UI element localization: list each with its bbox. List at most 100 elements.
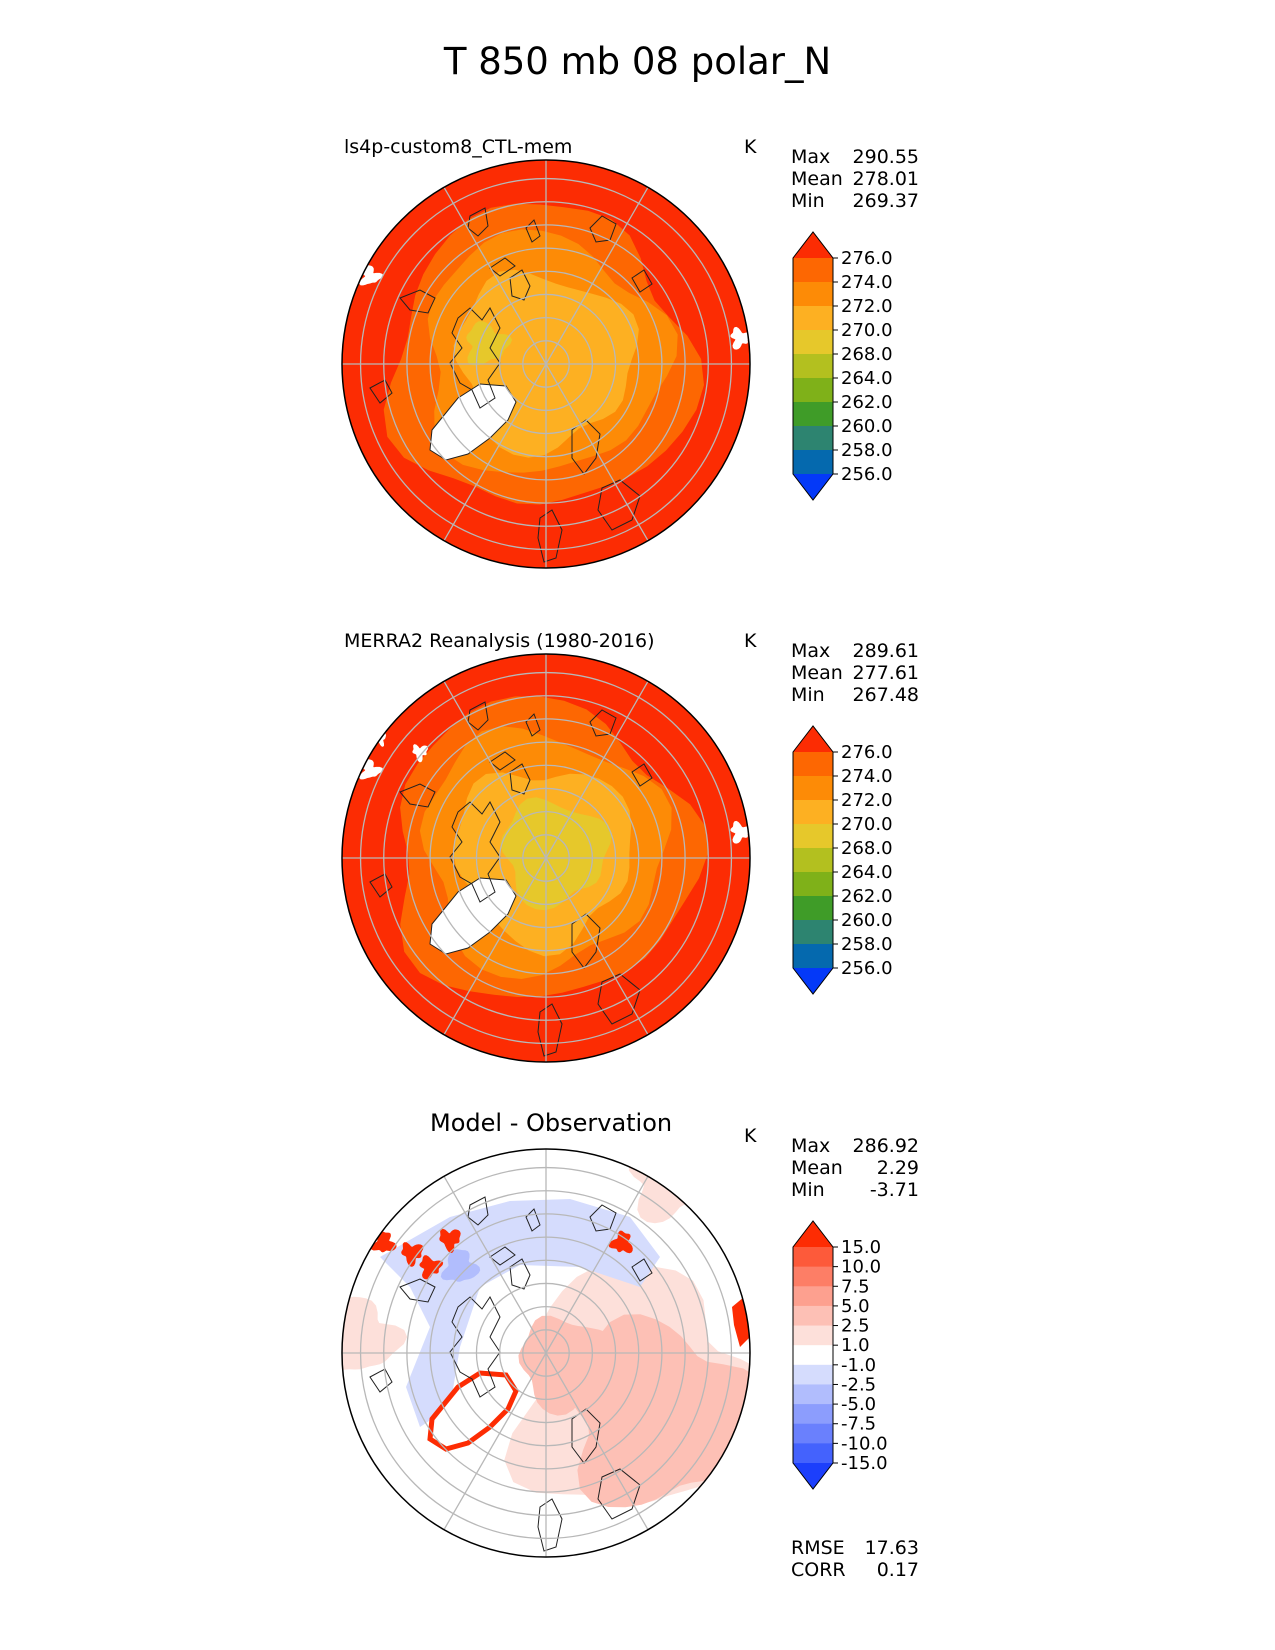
colorbar-extend-min bbox=[793, 474, 833, 500]
colorbar-segment bbox=[793, 920, 833, 945]
coastline bbox=[509, 763, 531, 795]
colorbar-tick-label: 1.0 bbox=[841, 1335, 870, 1356]
longitude-line bbox=[443, 681, 547, 859]
colorbar-extend-min bbox=[793, 968, 833, 994]
stat-max: 290.55 bbox=[852, 146, 919, 168]
colorbar-tick-label: 260.0 bbox=[841, 416, 893, 437]
colorbar-tick-label: 256.0 bbox=[841, 464, 893, 485]
colorbar-tick-label: 268.0 bbox=[841, 838, 893, 859]
longitude-line bbox=[545, 857, 649, 1035]
rmse-value: 17.63 bbox=[864, 1537, 919, 1559]
colorbar-segment bbox=[793, 848, 833, 873]
colorbar-tick-label: -10.0 bbox=[841, 1433, 888, 1454]
colorbar-tick-label: 262.0 bbox=[841, 392, 893, 413]
coastline bbox=[525, 713, 541, 737]
rmse-label: RMSE bbox=[791, 1537, 845, 1559]
stats-box: Max 286.92 Mean 2.29 Min -3.71 bbox=[791, 1135, 919, 1201]
panel-observation: MERRA2 Reanalysis (1980-2016) K Max 289.6… bbox=[0, 630, 1275, 1120]
colorbar-tick-label: 270.0 bbox=[841, 320, 893, 341]
colorbar-segment bbox=[793, 1423, 833, 1444]
longitude-line bbox=[443, 1176, 547, 1354]
coastline bbox=[571, 1408, 601, 1464]
stat-mean: 278.01 bbox=[852, 168, 919, 190]
colorbar-extend-max bbox=[793, 1221, 833, 1247]
masked-spot bbox=[401, 1242, 424, 1267]
colorbar-segment bbox=[793, 800, 833, 825]
longitude-line bbox=[443, 857, 547, 1035]
longitude-line bbox=[545, 681, 649, 859]
coastline bbox=[467, 1196, 489, 1226]
coastline bbox=[589, 1204, 617, 1232]
stat-max: 286.92 bbox=[852, 1135, 919, 1157]
map-boundary bbox=[341, 653, 751, 1063]
colorbar-segment bbox=[793, 1384, 833, 1405]
colorbar-tick-label: -5.0 bbox=[841, 1394, 876, 1415]
colorbar-segment bbox=[793, 824, 833, 849]
stat-min: -3.71 bbox=[869, 1179, 919, 1201]
panel-title: ls4p-custom8_CTL-mem bbox=[344, 136, 573, 158]
coastline bbox=[449, 801, 501, 903]
colorbar-tick-label: 258.0 bbox=[841, 440, 893, 461]
colorbar-tick-label: 274.0 bbox=[841, 766, 893, 787]
colorbar-segment bbox=[793, 450, 833, 475]
masked-spot bbox=[439, 1228, 461, 1253]
stat-min: 269.37 bbox=[852, 190, 919, 212]
colorbar-segment bbox=[793, 378, 833, 403]
colorbar-segment bbox=[793, 258, 833, 283]
colorbar-extend-min bbox=[793, 1463, 833, 1489]
panel-model: ls4p-custom8_CTL-mem K Max 290.55 Mean 278… bbox=[0, 136, 1275, 626]
colorbar-segment bbox=[793, 1404, 833, 1425]
coastline bbox=[525, 1208, 541, 1232]
colorbar-segment bbox=[793, 330, 833, 355]
colorbar-segment bbox=[793, 1443, 833, 1464]
longitude-line bbox=[545, 187, 649, 365]
colorbar-segment bbox=[793, 776, 833, 801]
colorbar: 276.0 274.0 272.0 270.0 268.0 264.0 262.0 260.0… bbox=[792, 231, 893, 501]
score-box: RMSE 17.63 CORR 0.17 bbox=[791, 1537, 919, 1581]
colorbar-tick-label: 2.5 bbox=[841, 1316, 870, 1337]
temperature-field bbox=[342, 654, 750, 1062]
colorbar-segment bbox=[793, 752, 833, 777]
coastline bbox=[489, 751, 516, 771]
stats-box: Max 290.55 Mean 278.01 Min 269.37 bbox=[791, 146, 919, 212]
coastline bbox=[631, 1258, 653, 1282]
polar-map bbox=[341, 653, 751, 1063]
longitude-line bbox=[545, 363, 649, 541]
colorbar-tick-label: 268.0 bbox=[841, 344, 893, 365]
colorbar-tick-label: 262.0 bbox=[841, 886, 893, 907]
temperature-field bbox=[342, 160, 750, 568]
masked-spot bbox=[608, 1230, 633, 1254]
panel-difference: Model - Observation K Max 286.92 Mean 2.29… bbox=[0, 1109, 1275, 1615]
stat-min: 267.48 bbox=[852, 684, 919, 706]
coastline bbox=[537, 1003, 563, 1057]
colorbar-segment bbox=[793, 306, 833, 331]
coastline bbox=[589, 709, 617, 737]
colorbar-tick-label: 256.0 bbox=[841, 958, 893, 979]
colorbar: 276.0 274.0 272.0 270.0 268.0 264.0 262.0 260.0… bbox=[792, 725, 893, 995]
panel-title: MERRA2 Reanalysis (1980-2016) bbox=[344, 630, 655, 652]
coastline bbox=[489, 1246, 516, 1266]
panel-title: Model - Observation bbox=[430, 1109, 673, 1137]
colorbar-segment bbox=[793, 896, 833, 921]
colorbar-tick-label: 276.0 bbox=[841, 248, 893, 269]
field-band bbox=[440, 1249, 481, 1282]
stat-mean: 277.61 bbox=[852, 662, 919, 684]
coastline bbox=[509, 1258, 531, 1290]
masked-spot bbox=[412, 744, 429, 763]
map-boundary bbox=[341, 1148, 751, 1558]
map-boundary bbox=[341, 159, 751, 569]
coastline bbox=[369, 1368, 393, 1393]
colorbar-segment bbox=[793, 1364, 833, 1386]
longitude-line bbox=[443, 363, 547, 541]
coastline bbox=[467, 207, 489, 237]
stat-mean-label: Mean bbox=[791, 1157, 843, 1179]
colorbar-tick-label: -15.0 bbox=[841, 1453, 888, 1474]
coastline bbox=[631, 269, 653, 293]
colorbar-segment bbox=[793, 1325, 833, 1346]
colorbar-tick-label: 264.0 bbox=[841, 368, 893, 389]
polar-map bbox=[341, 159, 751, 569]
longitude-line bbox=[443, 1352, 547, 1530]
colorbar-segment bbox=[793, 944, 833, 969]
colorbar-tick-label: 7.5 bbox=[841, 1276, 870, 1297]
coastline bbox=[571, 419, 601, 475]
